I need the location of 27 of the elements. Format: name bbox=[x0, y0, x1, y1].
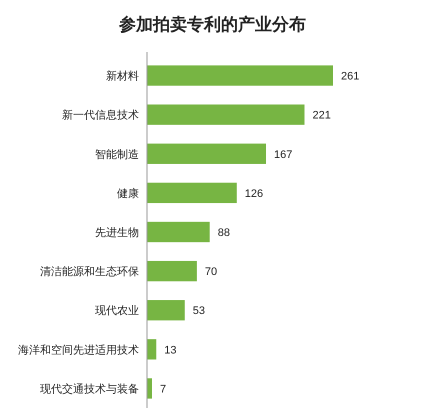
y-tick-label: 现代交通技术与装备 bbox=[40, 382, 139, 396]
bar bbox=[147, 260, 197, 282]
data-label: 126 bbox=[244, 188, 264, 200]
bar bbox=[147, 144, 266, 164]
data-label: 167 bbox=[274, 148, 292, 161]
data-label: 70 bbox=[204, 266, 218, 278]
data-label: 221 bbox=[312, 110, 331, 122]
data-label: 7 bbox=[160, 383, 166, 396]
y-tick-label: 清洁能源和生态环保 bbox=[40, 265, 139, 278]
data-label: 88 bbox=[218, 227, 230, 239]
y-tick-label: 先进生物 bbox=[95, 226, 139, 239]
bar bbox=[147, 104, 304, 125]
data-label: 53 bbox=[192, 305, 206, 318]
bar bbox=[147, 300, 185, 320]
y-tick-label: 海洋和空间先进适用技术 bbox=[18, 343, 139, 356]
data-label: 261 bbox=[341, 70, 360, 83]
y-tick-label: 新一代信息技术 bbox=[62, 108, 139, 122]
y-tick-label: 智能制造 bbox=[95, 148, 139, 161]
bar bbox=[147, 182, 237, 204]
y-tick-label: 健康 bbox=[117, 186, 139, 200]
chart-title: 参加拍卖专利的产业分布 bbox=[118, 15, 306, 34]
bar bbox=[147, 65, 333, 86]
bar bbox=[147, 339, 156, 360]
data-label: 13 bbox=[164, 344, 177, 356]
y-tick-label: 现代农业 bbox=[95, 304, 139, 318]
y-tick-label: 新材料 bbox=[106, 70, 139, 83]
bar bbox=[147, 222, 210, 242]
